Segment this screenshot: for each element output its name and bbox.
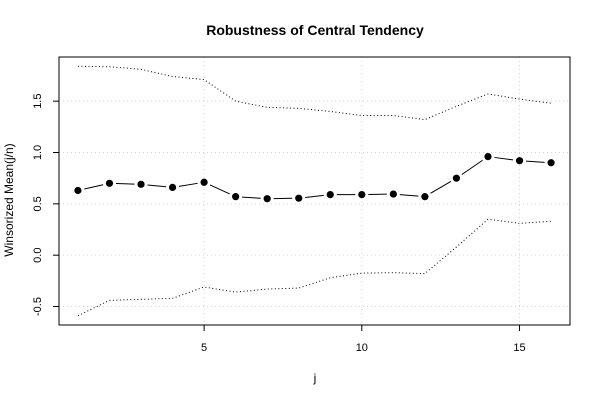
y-tick-label: 0.5 xyxy=(32,196,44,211)
series-0-point xyxy=(168,183,177,192)
series-0-point xyxy=(137,180,145,188)
series-0-segment xyxy=(399,194,419,197)
series-0-segment xyxy=(305,194,324,198)
series-0-point xyxy=(547,159,555,167)
series-0-point xyxy=(389,190,397,198)
series-0-point xyxy=(232,193,240,201)
series-0-point xyxy=(452,174,461,182)
y-tick-label: 1.5 xyxy=(32,94,44,109)
x-tick-label: 10 xyxy=(356,342,368,354)
series-0-point xyxy=(484,153,492,161)
series-0-point xyxy=(74,186,82,195)
chart-title: Robustness of Central Tendency xyxy=(206,22,424,38)
series-0-segment xyxy=(115,183,135,185)
series-0-segment xyxy=(242,196,261,199)
series-0-point xyxy=(105,179,114,187)
series-0-segment xyxy=(461,159,483,175)
y-tick-label: -0.5 xyxy=(32,297,44,316)
y-tick-label: 0.0 xyxy=(32,248,44,263)
grid xyxy=(59,57,570,325)
series-0-point xyxy=(200,178,208,186)
series-0-point xyxy=(295,194,303,202)
series-0-segment xyxy=(525,160,545,163)
x-tick-label: 15 xyxy=(513,342,525,354)
y-axis-label: Winsorized Mean(j/n) xyxy=(2,143,16,256)
x-tick-label: 5 xyxy=(201,342,207,354)
series-group xyxy=(74,65,555,317)
series-0-segment xyxy=(84,184,104,190)
series-0-segment xyxy=(209,184,230,195)
series-0-point xyxy=(263,195,271,203)
series-2-line xyxy=(77,218,552,317)
plot-frame xyxy=(58,56,571,326)
x-axis-label: j xyxy=(313,371,317,385)
series-0-segment xyxy=(178,182,198,187)
series-0-point xyxy=(326,190,334,199)
series-0-point xyxy=(421,193,429,201)
series-0-point xyxy=(515,157,524,165)
series-0-segment xyxy=(430,181,452,194)
series-0-segment xyxy=(147,184,167,188)
y-tick-label: 1.0 xyxy=(32,145,44,160)
series-0-segment xyxy=(494,156,514,161)
series-0-point xyxy=(358,190,366,199)
